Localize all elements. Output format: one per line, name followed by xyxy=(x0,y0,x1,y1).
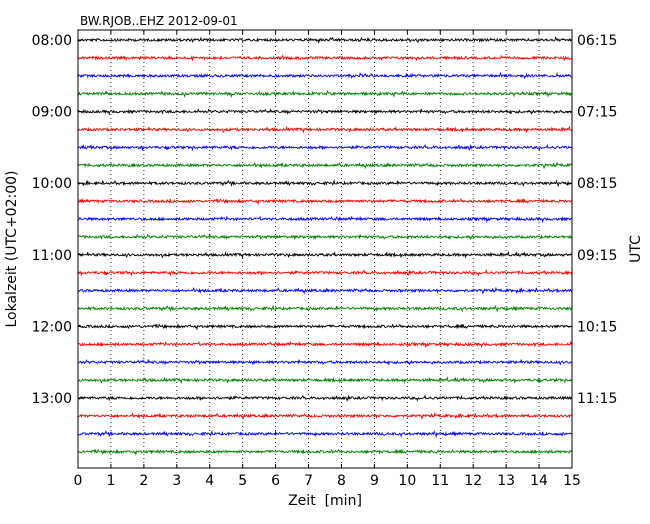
seismic-trace xyxy=(77,161,572,170)
x-tick-label: 14 xyxy=(530,473,548,489)
seismic-trace xyxy=(77,54,573,62)
x-tick-label: 10 xyxy=(398,473,416,489)
seismic-trace xyxy=(77,108,573,116)
right-y-axis-label: UTC xyxy=(628,235,644,263)
seismic-trace xyxy=(77,250,573,259)
left-tick-label: 11:00 xyxy=(32,248,72,264)
x-tick-label: 9 xyxy=(370,473,379,489)
left-y-axis-label: Lokalzeit (UTC+02:00) xyxy=(4,171,20,328)
seismic-trace xyxy=(77,448,573,457)
axes-frame xyxy=(77,29,573,469)
seismic-trace xyxy=(77,358,573,366)
left-tick-label: 13:00 xyxy=(32,391,72,407)
x-tick-label: 7 xyxy=(304,473,313,489)
chart-title: BW.RJOB..EHZ 2012-09-01 xyxy=(80,14,238,28)
seismic-trace xyxy=(77,268,573,277)
left-tick-label: 08:00 xyxy=(32,33,72,49)
seismic-trace xyxy=(77,375,573,385)
left-tick-label: 10:00 xyxy=(32,176,72,192)
seismic-trace xyxy=(77,125,573,134)
seismic-trace xyxy=(77,233,573,241)
seismic-trace xyxy=(77,394,573,402)
right-tick-label: 10:15 xyxy=(577,319,617,335)
x-tick-label: 1 xyxy=(106,473,115,489)
seismic-trace xyxy=(77,89,573,98)
x-axis-label: Zeit [min] xyxy=(288,493,362,509)
x-tick-label: 3 xyxy=(172,473,181,489)
seismic-trace xyxy=(77,143,573,152)
x-tick-label: 11 xyxy=(431,473,449,489)
x-tick-label: 8 xyxy=(337,473,346,489)
seismic-trace xyxy=(77,340,573,349)
right-tick-label: 08:15 xyxy=(577,176,617,192)
seismic-trace xyxy=(77,198,573,206)
seismic-trace xyxy=(77,71,573,80)
plot-area xyxy=(78,30,572,468)
seismic-trace xyxy=(77,286,573,295)
left-tick-label: 09:00 xyxy=(32,105,72,121)
seismic-trace xyxy=(77,35,573,44)
left-tick-label: 12:00 xyxy=(32,319,72,335)
seismic-trace xyxy=(77,429,573,438)
x-tick-label: 4 xyxy=(205,473,214,489)
x-tick-label: 13 xyxy=(497,473,515,489)
x-tick-label: 5 xyxy=(238,473,247,489)
right-tick-label: 07:15 xyxy=(577,105,617,121)
x-tick-label: 0 xyxy=(74,473,83,489)
right-tick-label: 09:15 xyxy=(577,248,617,264)
x-tick-label: 2 xyxy=(139,473,148,489)
seismic-trace xyxy=(77,304,573,313)
seismic-trace xyxy=(77,411,573,420)
seismic-trace xyxy=(77,215,573,224)
seismic-trace xyxy=(77,323,573,331)
seismic-trace xyxy=(77,179,573,188)
x-tick-label: 15 xyxy=(563,473,581,489)
right-tick-label: 06:15 xyxy=(577,33,617,49)
x-tick-label: 6 xyxy=(271,473,280,489)
x-tick-label: 12 xyxy=(464,473,482,489)
right-tick-label: 11:15 xyxy=(577,391,617,407)
